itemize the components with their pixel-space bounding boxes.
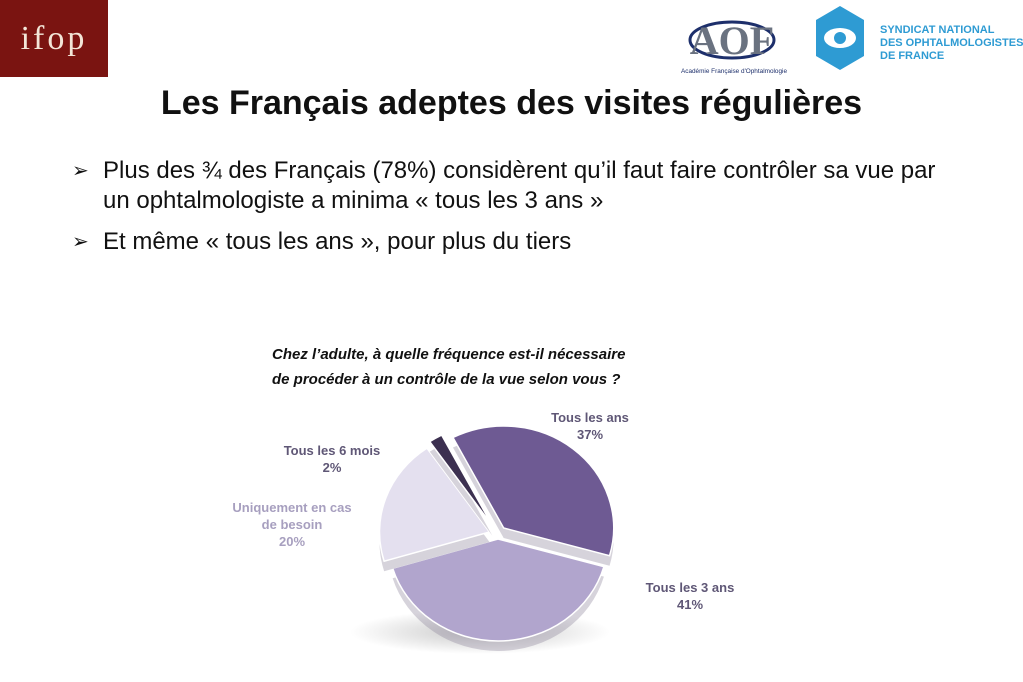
arrow-bullet-icon: ➢: [72, 160, 89, 182]
chart-question-line: Chez l’adulte, à quelle fréquence est-il…: [272, 346, 626, 363]
pie-slice-value: 20%: [279, 534, 305, 549]
aof-logo: AOF Académie Française d'Ophtalmologie: [681, 18, 787, 75]
pie-slice-value: 2%: [323, 460, 342, 475]
pie-slice: [378, 447, 491, 563]
bullet-item: ➢ Plus des ¾ des Français (78%) considèr…: [72, 156, 952, 216]
snof-logo-text: SYNDICAT NATIONAL DES OPHTALMOLOGISTES D…: [880, 24, 1023, 63]
page-title: Les Français adeptes des visites réguliè…: [160, 84, 863, 122]
pie-slice-category: Tous les ans: [551, 410, 629, 425]
snof-line: DES OPHTALMOLOGISTES: [880, 37, 1023, 49]
snof-line: SYNDICAT NATIONAL: [880, 24, 995, 36]
arrow-bullet-icon: ➢: [72, 231, 89, 253]
pie-slice-category: Tous les 6 mois: [284, 443, 381, 458]
chart-question: Chez l’adulte, à quelle fréquence est-il…: [272, 342, 732, 392]
pie-slice: [428, 434, 493, 527]
pie-slice-label: Tous les ans 37%: [551, 410, 629, 442]
aof-logo-caption: Académie Française d'Ophtalmologie: [681, 68, 787, 75]
pie-slice-category: Tous les 3 ans: [646, 580, 735, 595]
pie-chart: Tous les ans 37% Tous les 3 ans 41% Uniqueme…: [232, 410, 734, 654]
bullet-text: Plus des ¾ des Français (78%) considèren…: [103, 157, 936, 214]
pie-slice-label: Tous les 6 mois 2%: [284, 443, 381, 475]
pie-slice: [451, 425, 615, 557]
pie-slice-value: 37%: [577, 427, 603, 442]
ifop-logo: ifop: [0, 0, 108, 77]
bullet-text: Et même « tous les ans », pour plus du t…: [103, 228, 572, 255]
pie-labels: Tous les ans 37% Tous les 3 ans 41% Uniqueme…: [232, 410, 734, 612]
pie-slice-side: [429, 445, 493, 536]
ifop-logo-text: ifop: [20, 19, 88, 57]
snof-logo: [816, 6, 864, 70]
snof-line: DE FRANCE: [880, 50, 945, 62]
pie-slice-value: 41%: [677, 597, 703, 612]
pie-slice-label: Tous les 3 ans 41%: [646, 580, 735, 612]
bullet-item: ➢ Et même « tous les ans », pour plus du…: [72, 227, 952, 257]
aof-logo-letters: AOF: [690, 18, 774, 63]
pie-slices: [378, 425, 615, 651]
chart-question-line: de procéder à un contrôle de la vue selo…: [272, 371, 621, 388]
pie-slice-label: Uniquement en cas de besoin 20%: [232, 500, 351, 549]
pie-slice: [391, 538, 605, 642]
bullet-list: ➢ Plus des ¾ des Français (78%) considèr…: [72, 156, 952, 268]
pie-slice-category: Uniquement en cas: [232, 500, 351, 515]
pie-slice-category: de besoin: [262, 517, 323, 532]
